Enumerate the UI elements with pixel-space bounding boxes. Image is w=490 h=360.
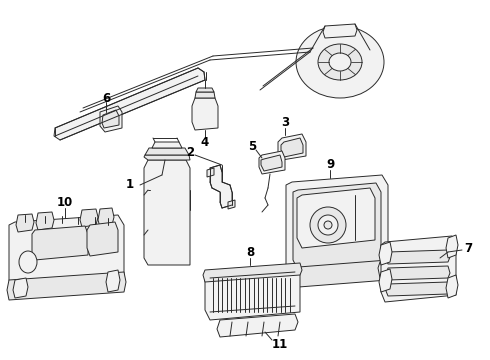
Polygon shape: [323, 24, 357, 38]
Ellipse shape: [19, 251, 37, 273]
Polygon shape: [7, 272, 126, 300]
Polygon shape: [379, 242, 392, 265]
Text: 2: 2: [186, 145, 194, 158]
Polygon shape: [446, 275, 458, 298]
Polygon shape: [281, 138, 303, 157]
Circle shape: [318, 215, 338, 235]
Polygon shape: [32, 226, 88, 260]
Polygon shape: [144, 160, 190, 265]
Polygon shape: [80, 209, 98, 227]
Polygon shape: [228, 200, 235, 209]
Circle shape: [324, 221, 332, 229]
Text: 8: 8: [246, 247, 254, 260]
Polygon shape: [386, 250, 450, 264]
Text: 11: 11: [272, 338, 288, 351]
Text: 4: 4: [201, 136, 209, 149]
Polygon shape: [386, 282, 450, 296]
Polygon shape: [102, 110, 119, 128]
Ellipse shape: [329, 53, 351, 71]
Polygon shape: [195, 92, 215, 98]
Polygon shape: [286, 175, 388, 278]
Text: 6: 6: [102, 91, 110, 104]
Ellipse shape: [318, 44, 362, 80]
Polygon shape: [192, 98, 218, 130]
Polygon shape: [98, 208, 114, 227]
Polygon shape: [278, 134, 306, 160]
Polygon shape: [259, 151, 285, 174]
Polygon shape: [13, 278, 28, 298]
Text: 10: 10: [57, 197, 73, 210]
Polygon shape: [261, 155, 282, 171]
Polygon shape: [54, 68, 205, 140]
Polygon shape: [446, 235, 458, 258]
Polygon shape: [293, 183, 381, 270]
Polygon shape: [210, 165, 232, 208]
Text: 5: 5: [248, 140, 256, 153]
Polygon shape: [100, 106, 122, 132]
Polygon shape: [87, 222, 118, 256]
Polygon shape: [16, 214, 34, 232]
Polygon shape: [284, 260, 390, 288]
Text: 3: 3: [281, 117, 289, 130]
Polygon shape: [196, 88, 214, 92]
Polygon shape: [106, 270, 120, 292]
Polygon shape: [36, 212, 54, 230]
Polygon shape: [284, 265, 296, 288]
Polygon shape: [378, 260, 390, 280]
Text: 1: 1: [126, 179, 134, 192]
Polygon shape: [9, 215, 124, 290]
Text: 7: 7: [464, 242, 472, 255]
Polygon shape: [381, 236, 456, 302]
Polygon shape: [386, 266, 450, 280]
Polygon shape: [379, 269, 392, 292]
Text: 9: 9: [326, 158, 334, 171]
Polygon shape: [203, 263, 302, 282]
Polygon shape: [297, 188, 375, 248]
Polygon shape: [152, 142, 182, 148]
Ellipse shape: [296, 26, 384, 98]
Polygon shape: [217, 314, 298, 337]
Polygon shape: [145, 148, 189, 155]
Polygon shape: [205, 265, 300, 320]
Polygon shape: [207, 168, 214, 177]
Polygon shape: [144, 155, 190, 160]
Circle shape: [310, 207, 346, 243]
